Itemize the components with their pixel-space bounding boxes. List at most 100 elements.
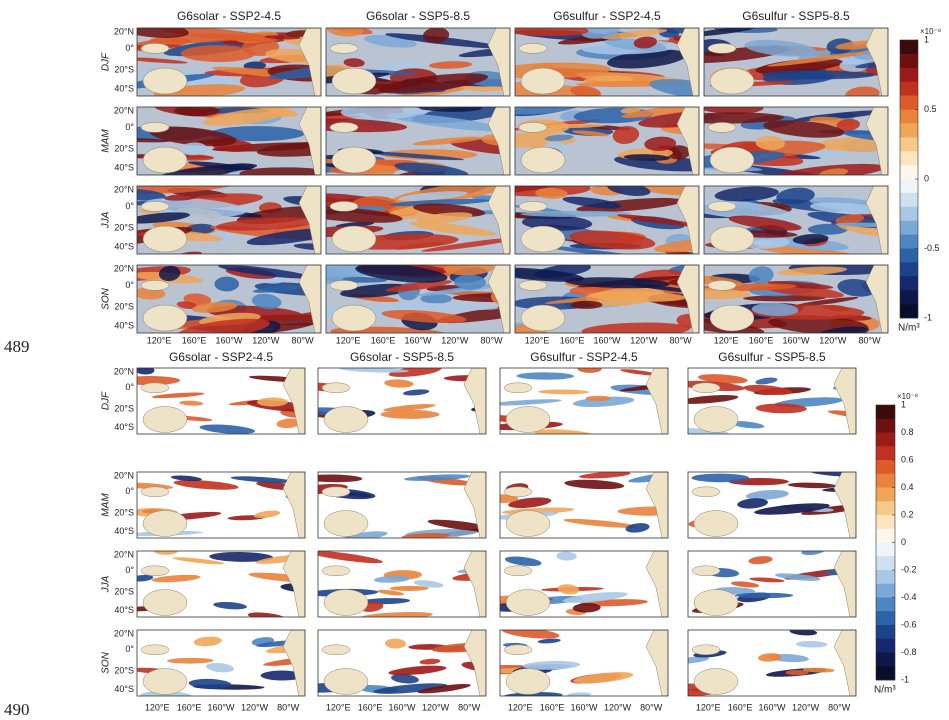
lon-label: 160°W <box>404 335 432 345</box>
lon-label: 80°W <box>828 702 851 712</box>
map-panel <box>466 625 668 700</box>
lat-label: 0° <box>125 382 134 392</box>
colorbar-bin <box>876 625 895 639</box>
lon-label: 120°E <box>508 702 533 712</box>
colorbar-bin <box>900 110 918 124</box>
map-content <box>488 467 704 538</box>
lat-label: 20°N <box>114 628 134 638</box>
colorbar-tick-label: 1 <box>924 34 929 44</box>
map-panel <box>673 185 931 262</box>
colorbar-tick-label: 1 <box>901 399 906 409</box>
land-island <box>504 487 532 497</box>
colorbar-bin <box>876 570 895 584</box>
land-island <box>322 487 350 497</box>
land-australia <box>506 668 550 694</box>
land-australia <box>324 589 368 615</box>
colorbar-bin <box>900 193 918 207</box>
map-content <box>666 260 902 341</box>
land-island <box>519 201 547 211</box>
land-australia <box>143 147 187 173</box>
colorbar-tick-label: -0.4 <box>901 592 917 602</box>
colorbar-bin <box>900 221 918 235</box>
lat-label: 0° <box>125 201 134 211</box>
land-island <box>692 383 720 393</box>
map-content <box>466 625 668 700</box>
lat-label: 40°S <box>114 422 134 432</box>
season-label: MAM <box>101 493 112 517</box>
lat-label: 20°S <box>114 665 134 675</box>
map-panel <box>680 25 918 103</box>
land-island <box>330 122 358 132</box>
map-content <box>661 368 881 438</box>
map-panel <box>688 546 870 617</box>
column-title: G6solar - SSP5-8.5 <box>366 9 470 23</box>
map-panel <box>104 101 356 183</box>
lon-label: 160°W <box>782 335 810 345</box>
colorbar-bin <box>900 123 918 137</box>
map-content <box>115 472 317 538</box>
land-australia <box>506 406 550 432</box>
land-australia <box>521 305 565 331</box>
colorbar-tick-label: 0.6 <box>901 454 914 464</box>
colorbar-bin <box>876 405 895 419</box>
map-content <box>113 547 328 622</box>
land-australia <box>506 589 550 615</box>
map-content <box>107 262 343 343</box>
colorbar-bin <box>876 598 895 612</box>
map-panel <box>688 470 876 538</box>
colorbar-bin <box>876 666 895 680</box>
map-content <box>688 470 876 538</box>
land-island <box>708 122 736 132</box>
colorbar-bin <box>876 611 895 625</box>
map-content <box>295 364 496 434</box>
lat-label: 40°S <box>114 163 134 173</box>
land-island <box>141 645 169 655</box>
lat-label: 20°S <box>114 65 134 75</box>
colorbar-tick-label: -0.6 <box>901 619 917 629</box>
land-island <box>322 645 350 655</box>
colorbar-tick-label: -0.2 <box>901 564 917 574</box>
colorbar-tick-label: 0.8 <box>901 427 914 437</box>
land-island <box>330 201 358 211</box>
lon-label: 120°E <box>336 335 361 345</box>
column-title: G6solar - SSP5-8.5 <box>350 350 454 364</box>
lon-label: 160°W <box>593 335 621 345</box>
colorbar-tick-label: -1 <box>901 674 909 684</box>
colorbar-bin <box>900 304 918 318</box>
season-label: DJF <box>101 52 112 71</box>
lon-label: 120°W <box>241 702 269 712</box>
column-title: G6sulfur - SSP5-8.5 <box>742 9 850 23</box>
column-title: G6solar - SSP2-4.5 <box>177 9 281 23</box>
lon-label: 160°W <box>207 702 235 712</box>
colorbar-bin <box>876 584 895 598</box>
land-australia <box>324 510 368 536</box>
land-island <box>141 43 169 53</box>
map-panel <box>487 19 730 103</box>
colorbar-bin <box>900 151 918 165</box>
season-label: MAM <box>101 129 112 153</box>
colorbar-tick-label: 0 <box>924 173 929 183</box>
lon-label: 120°E <box>326 702 351 712</box>
land-australia <box>324 668 368 694</box>
map-content <box>119 364 314 435</box>
lon-label: 160°E <box>728 702 753 712</box>
colorbar-bin <box>876 556 895 570</box>
column-title: G6sulfur - SSP5-8.5 <box>718 350 826 364</box>
colorbar-bin <box>900 249 918 263</box>
map-panel <box>115 472 317 538</box>
land-australia <box>694 510 738 536</box>
map-content <box>292 177 554 254</box>
figure-page: 489490G6solar - SSP2-4.5120°E160°E160°W1… <box>0 0 949 720</box>
lon-label: 80°W <box>458 702 481 712</box>
map-content <box>130 630 333 701</box>
lon-label: 80°W <box>640 702 663 712</box>
land-island <box>141 487 169 497</box>
lat-label: 20°N <box>114 105 134 115</box>
lon-label: 80°W <box>859 335 882 345</box>
colorbar-bin <box>876 446 895 460</box>
lon-label: 120°E <box>525 335 550 345</box>
colorbar-bin <box>900 290 918 304</box>
land-island <box>708 201 736 211</box>
map-panel <box>119 364 314 435</box>
